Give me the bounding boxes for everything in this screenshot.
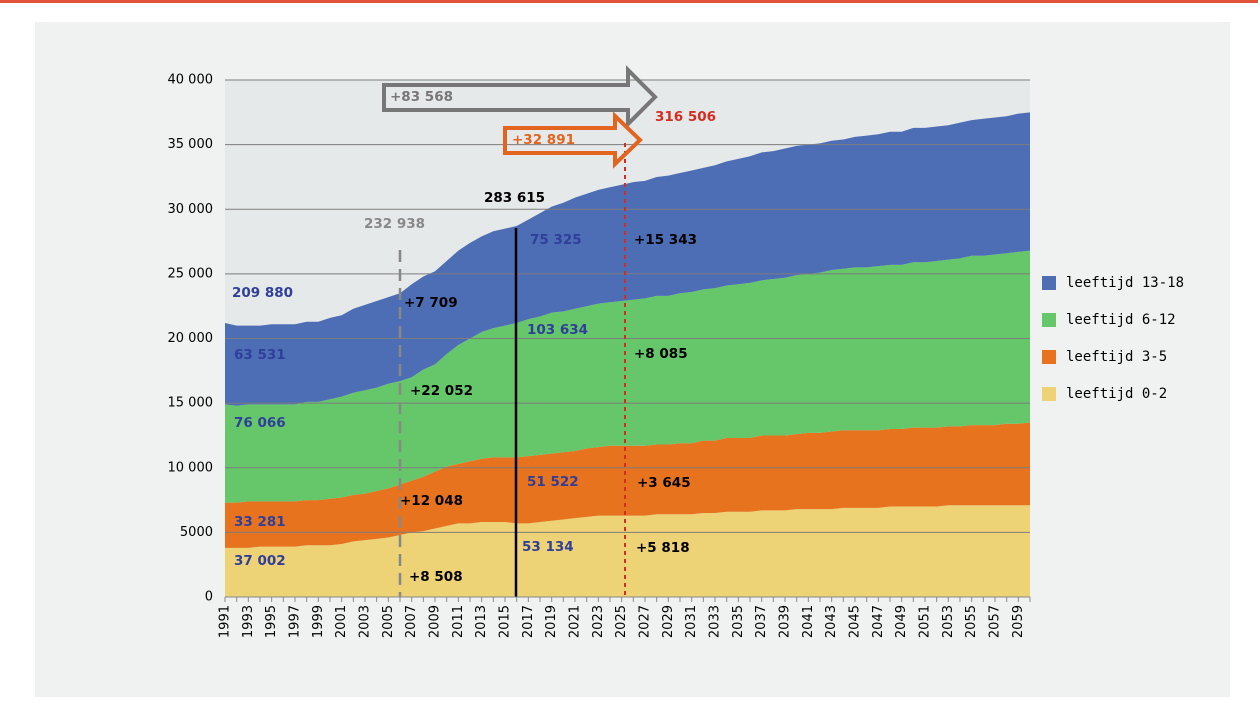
annotation: +8 085 (634, 346, 688, 362)
x-tick-label: 2057 (988, 605, 1003, 638)
annotation: +7 709 (404, 295, 458, 311)
x-tick-label: 2011 (451, 605, 466, 638)
x-tick-label: 1999 (311, 605, 326, 638)
x-tick-label: 1997 (288, 605, 303, 638)
x-tick-label: 2051 (918, 605, 933, 638)
annotation: +32 891 (512, 132, 575, 148)
annotation: 33 281 (234, 514, 286, 530)
annotation: +3 645 (637, 475, 691, 491)
area (225, 422, 1030, 548)
y-tick-label: 15 000 (168, 396, 214, 411)
x-tick-label: 1991 (218, 605, 233, 638)
x-tick-label: 2021 (568, 605, 583, 638)
annotation: +22 052 (410, 383, 473, 399)
x-tick-label: 2033 (708, 605, 723, 638)
x-tick-label: 2003 (358, 605, 373, 638)
y-tick-label: 40 000 (168, 73, 214, 88)
x-tick-label: 2015 (498, 605, 513, 638)
x-tick-label: 2005 (381, 605, 396, 638)
annotation: 209 880 (232, 285, 293, 301)
annotation: +8 508 (409, 569, 463, 585)
x-tick-label: 2027 (638, 605, 653, 638)
area (225, 250, 1030, 503)
x-tick-label: 1995 (264, 605, 279, 638)
y-tick-label: 35 000 (168, 137, 214, 152)
arrow (503, 111, 643, 169)
legend-swatch (1042, 276, 1056, 290)
x-tick-label: 2013 (474, 605, 489, 638)
x-tick-label: 2039 (778, 605, 793, 638)
legend-swatch (1042, 313, 1056, 327)
x-tick-label: 2049 (894, 605, 909, 638)
x-tick-label: 2019 (544, 605, 559, 638)
annotation: +83 568 (390, 89, 453, 105)
x-tick-label: 2009 (428, 605, 443, 638)
annotation: 76 066 (234, 415, 286, 431)
y-tick-label: 10 000 (168, 460, 214, 475)
area (225, 112, 1030, 406)
legend-label: leeftijd 6-12 (1066, 312, 1176, 328)
annotation: 63 531 (234, 347, 286, 363)
x-tick-label: 2055 (964, 605, 979, 638)
top-rule (0, 0, 1258, 3)
annotation: 75 325 (530, 232, 582, 248)
x-tick-label: 2043 (824, 605, 839, 638)
x-tick-label: 2047 (871, 605, 886, 638)
x-tick-label: 2029 (661, 605, 676, 638)
annotation: 103 634 (527, 322, 588, 338)
arrow (382, 65, 658, 129)
annotation: 232 938 (364, 216, 425, 232)
annotation: +5 818 (636, 540, 690, 556)
x-tick-label: 2025 (614, 605, 629, 638)
x-tick-label: 2031 (684, 605, 699, 638)
annotation: +15 343 (634, 232, 697, 248)
legend-swatch (1042, 387, 1056, 401)
legend-swatch (1042, 350, 1056, 364)
x-tick-label: 2041 (801, 605, 816, 638)
annotation: +12 048 (400, 493, 463, 509)
annotation: 37 002 (234, 553, 286, 569)
x-tick-label: 2053 (941, 605, 956, 638)
x-tick-label: 2017 (521, 605, 536, 638)
x-tick-label: 2001 (334, 605, 349, 638)
y-tick-label: 5000 (180, 525, 213, 540)
x-tick-label: 2045 (848, 605, 863, 638)
annotation: 316 506 (655, 109, 716, 125)
x-tick-label: 2059 (1011, 605, 1026, 638)
legend-label: leeftijd 3-5 (1066, 349, 1167, 365)
legend-label: leeftijd 13-18 (1066, 275, 1184, 291)
x-tick-label: 1993 (241, 605, 256, 638)
annotation: 53 134 (522, 539, 574, 555)
y-tick-label: 20 000 (168, 331, 214, 346)
y-tick-label: 0 (205, 590, 213, 605)
x-tick-label: 2007 (404, 605, 419, 638)
x-tick-label: 2037 (754, 605, 769, 638)
x-tick-label: 2035 (731, 605, 746, 638)
annotation: 283 615 (484, 190, 545, 206)
y-tick-label: 25 000 (168, 266, 214, 281)
y-tick-label: 30 000 (168, 202, 214, 217)
area (225, 505, 1030, 597)
x-tick-label: 2023 (591, 605, 606, 638)
legend-label: leeftijd 0-2 (1066, 386, 1167, 402)
annotation: 51 522 (527, 474, 579, 490)
